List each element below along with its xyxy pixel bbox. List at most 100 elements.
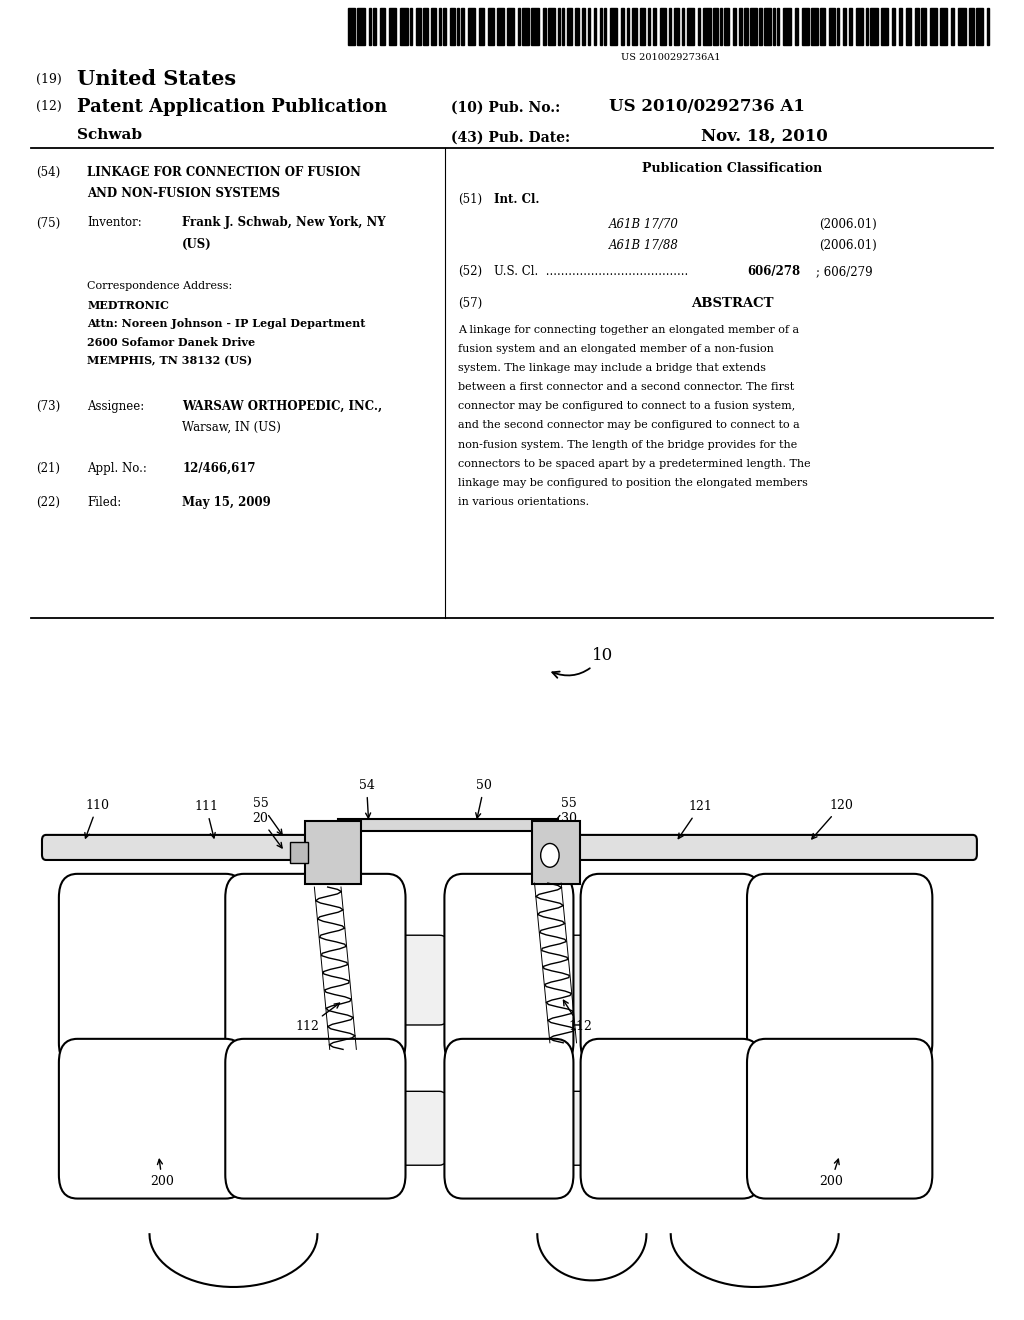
Bar [290,842,308,863]
Bar [802,8,809,45]
Bar [773,8,775,45]
Text: (43) Pub. Date:: (43) Pub. Date: [451,131,569,145]
Bar [380,8,385,45]
Bar [703,8,711,45]
Text: May 15, 2009: May 15, 2009 [182,496,271,510]
Text: 30: 30 [546,812,578,847]
Text: in various orientations.: in various orientations. [458,498,589,507]
Text: (73): (73) [36,400,60,413]
FancyBboxPatch shape [225,1039,406,1199]
Bar [724,8,729,45]
Text: US 20100292736A1: US 20100292736A1 [621,53,721,62]
Text: (2006.01): (2006.01) [819,239,877,252]
Bar [338,818,558,832]
Bar [468,8,475,45]
FancyBboxPatch shape [555,936,629,1026]
Text: 55: 55 [546,797,577,833]
Text: (75): (75) [36,216,60,230]
Text: (19): (19) [36,73,61,86]
Text: connectors to be spaced apart by a predetermined length. The: connectors to be spaced apart by a prede… [458,459,810,469]
Text: between a first connector and a second connector. The first: between a first connector and a second c… [458,383,794,392]
Text: (51): (51) [458,193,482,206]
Bar [674,8,679,45]
Bar [783,8,791,45]
Bar [621,8,624,45]
Text: non-fusion system. The length of the bridge provides for the: non-fusion system. The length of the bri… [458,440,797,450]
Text: Warsaw, IN (US): Warsaw, IN (US) [182,421,282,434]
Text: 20: 20 [252,812,282,847]
Text: (52): (52) [458,265,482,279]
FancyBboxPatch shape [197,936,270,1026]
Text: Frank J. Schwab, New York, NY: Frank J. Schwab, New York, NY [182,216,386,230]
Bar [811,8,818,45]
Bar [660,8,666,45]
Text: (57): (57) [458,297,482,310]
FancyBboxPatch shape [225,874,406,1067]
Text: 111: 111 [195,800,218,838]
Text: linkage may be configured to position the elongated members: linkage may be configured to position th… [458,478,808,488]
Bar [522,8,529,45]
Bar [461,8,464,45]
Text: A linkage for connecting together an elongated member of a: A linkage for connecting together an elo… [458,325,799,335]
Text: connector may be configured to connect to a fusion system,: connector may be configured to connect t… [458,401,795,412]
Text: A61B 17/70: A61B 17/70 [609,218,679,231]
Text: Attn: Noreen Johnson - IP Legal Department: Attn: Noreen Johnson - IP Legal Departme… [87,318,366,329]
Bar [744,8,748,45]
Text: 120: 120 [812,799,853,840]
Bar [594,8,596,45]
Text: AND NON-FUSION SYSTEMS: AND NON-FUSION SYSTEMS [87,187,281,201]
Bar [843,8,846,45]
Text: (10) Pub. No.:: (10) Pub. No.: [451,100,560,115]
Text: Publication Classification: Publication Classification [642,162,822,176]
Text: Assignee:: Assignee: [87,400,144,413]
Bar [930,8,937,45]
FancyBboxPatch shape [42,834,322,861]
FancyBboxPatch shape [376,936,450,1026]
Bar [759,8,762,45]
FancyBboxPatch shape [444,1039,573,1199]
Bar [582,8,585,45]
Bar [720,8,722,45]
Bar [457,8,459,45]
Bar [698,8,700,45]
Bar [567,8,572,45]
Text: 110: 110 [85,799,110,838]
FancyBboxPatch shape [554,834,977,861]
Bar [357,8,365,45]
Text: fusion system and an elongated member of a non-fusion: fusion system and an elongated member of… [458,343,773,354]
Bar [600,8,602,45]
Text: and the second connector may be configured to connect to a: and the second connector may be configur… [458,420,800,430]
Text: Correspondence Address:: Correspondence Address: [87,281,232,292]
Bar [543,8,546,45]
Bar [713,8,718,45]
Bar [348,8,355,45]
Bar [940,8,947,45]
Text: (2006.01): (2006.01) [819,218,877,231]
Bar [575,8,579,45]
Bar [764,8,771,45]
Bar [632,8,637,45]
Bar [820,8,825,45]
Bar [829,8,835,45]
Bar [921,8,926,45]
Bar [795,8,798,45]
Bar [870,8,878,45]
Text: (54): (54) [36,166,60,180]
Bar [837,8,839,45]
Text: (12): (12) [36,100,61,114]
Bar [951,8,954,45]
Bar [400,8,408,45]
Text: (US): (US) [182,238,212,251]
Bar [373,8,376,45]
Bar [431,8,436,45]
Text: ; 606/279: ; 606/279 [816,265,872,279]
Text: 10: 10 [552,647,613,677]
Bar [906,8,911,45]
FancyBboxPatch shape [444,874,573,1067]
Text: Int. Cl.: Int. Cl. [494,193,539,206]
Text: 606/278: 606/278 [748,265,801,279]
Text: 200: 200 [151,1159,174,1188]
Bar [548,8,555,45]
Bar [627,8,629,45]
Bar [531,8,539,45]
